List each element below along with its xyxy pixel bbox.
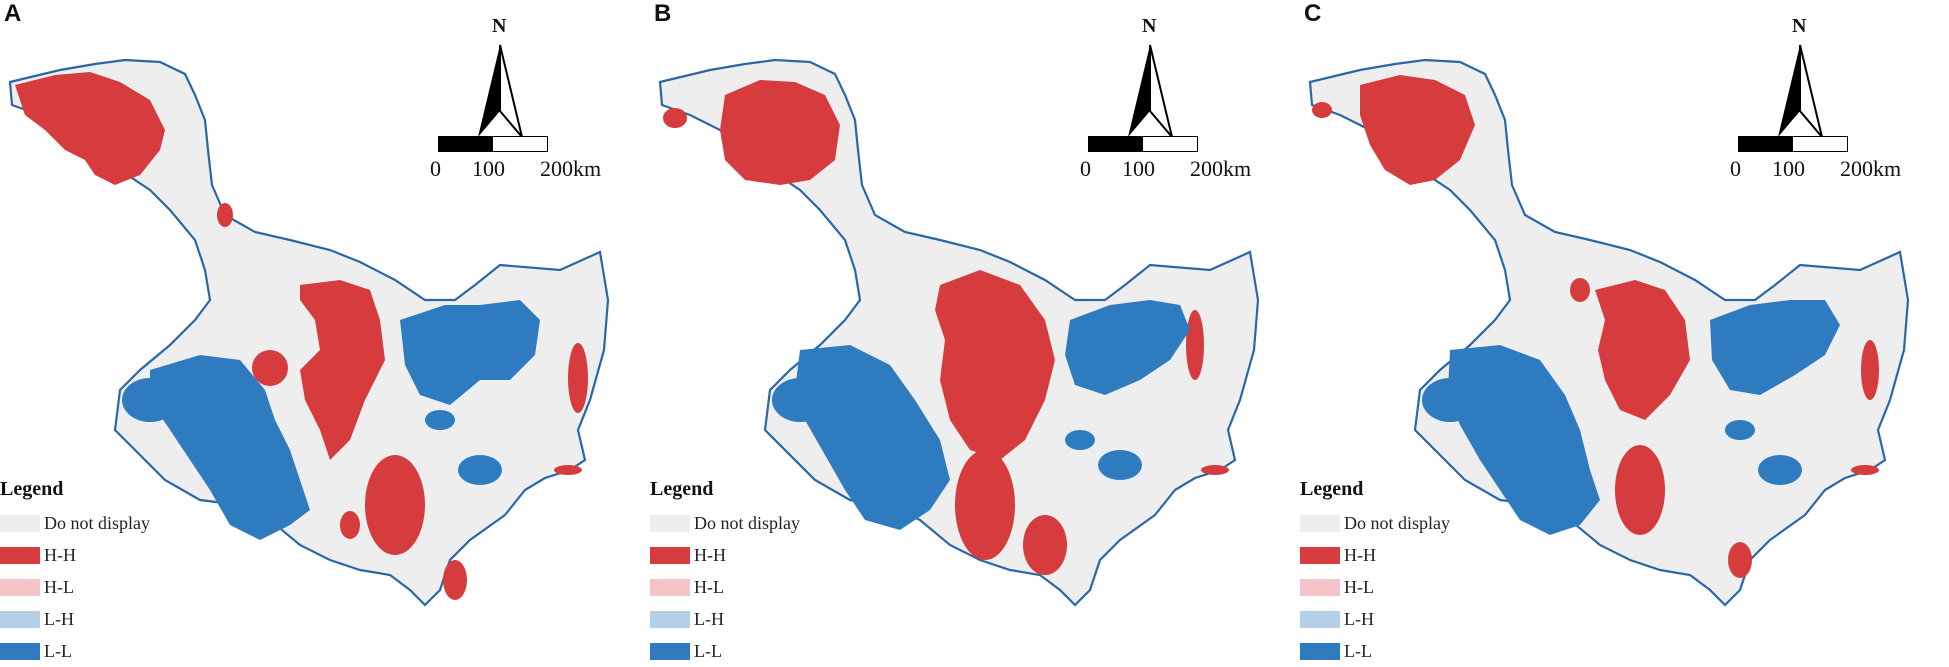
legend-item-lh: L-H (1300, 603, 1450, 635)
panel-label: A (4, 0, 22, 27)
legend-swatch (0, 610, 40, 628)
legend-item-hh: H-H (1300, 539, 1450, 571)
panel-b: B N 0 100 200km Legend Do not display H-… (650, 0, 1299, 661)
legend-item-lh: L-H (0, 603, 150, 635)
legend-swatch (0, 642, 40, 660)
legend: Legend Do not display H-H H-L L-H L-L (1300, 478, 1450, 667)
legend-item-do-not-display: Do not display (650, 507, 800, 539)
legend-item-hh: H-H (650, 539, 800, 571)
legend-item-lh: L-H (650, 603, 800, 635)
north-arrow-icon (1778, 44, 1823, 138)
legend-swatch (650, 514, 690, 532)
legend-item-hl: H-L (1300, 571, 1450, 603)
legend-swatch (1300, 642, 1340, 660)
region-map-a (8, 58, 610, 607)
region-map-c (1308, 58, 1910, 607)
legend-item-hl: H-L (650, 571, 800, 603)
north-arrow-label: N (1142, 15, 1157, 37)
legend-item-ll: L-L (650, 635, 800, 667)
legend-item-do-not-display: Do not display (0, 507, 150, 539)
legend-item-hh: H-H (0, 539, 150, 571)
legend-title: Legend (1300, 478, 1364, 500)
legend-swatch (1300, 546, 1340, 564)
panel-c: C N 0 100 200km Legend Do not display H-… (1300, 0, 1949, 661)
legend-title: Legend (650, 478, 714, 500)
panel-label: C (1304, 0, 1322, 27)
legend-title: Legend (0, 478, 64, 500)
north-arrow-label: N (1792, 15, 1807, 37)
legend-item-hl: H-L (0, 571, 150, 603)
scale-label-0: 0 (1730, 156, 1741, 181)
legend: Legend Do not display H-H H-L L-H L-L (650, 478, 800, 667)
legend-swatch (1300, 514, 1340, 532)
scale-label-100: 100 (1122, 156, 1155, 181)
scale-label-0: 0 (430, 156, 441, 181)
scale-label-100: 100 (472, 156, 505, 181)
hh-clusters (1312, 75, 1879, 578)
legend-swatch (650, 642, 690, 660)
legend: Legend Do not display H-H H-L L-H L-L (0, 478, 150, 667)
legend-swatch (0, 578, 40, 596)
scale-label-200km: 200km (1190, 156, 1252, 181)
ll-clusters (1422, 300, 1840, 535)
scale-label-200km: 200km (1840, 156, 1902, 181)
north-arrow-icon (478, 44, 523, 138)
scale-bar (1738, 136, 1848, 152)
panel-label: B (654, 0, 672, 27)
scale-label-0: 0 (1080, 156, 1091, 181)
region-map-b (658, 58, 1260, 607)
north-arrow-icon (1128, 44, 1173, 138)
scale-label-200km: 200km (540, 156, 602, 181)
scale-bar (438, 136, 548, 152)
legend-swatch (0, 546, 40, 564)
legend-item-ll: L-L (0, 635, 150, 667)
legend-item-do-not-display: Do not display (1300, 507, 1450, 539)
legend-swatch (1300, 578, 1340, 596)
hh-clusters (15, 72, 588, 600)
legend-swatch (0, 514, 40, 532)
ll-clusters (122, 300, 540, 540)
ll-clusters (772, 300, 1190, 530)
legend-swatch (650, 610, 690, 628)
north-arrow-label: N (492, 15, 507, 37)
panel-a: A N 0 100 200km Legend Do not display H-… (0, 0, 649, 661)
scale-label-100: 100 (1772, 156, 1805, 181)
legend-swatch (1300, 610, 1340, 628)
hh-clusters (663, 80, 1229, 575)
north-arrow: N (1120, 15, 1180, 165)
legend-swatch (650, 578, 690, 596)
north-arrow: N (470, 15, 530, 165)
north-arrow: N (1770, 15, 1830, 165)
legend-swatch (650, 546, 690, 564)
legend-item-ll: L-L (1300, 635, 1450, 667)
scale-bar (1088, 136, 1198, 152)
